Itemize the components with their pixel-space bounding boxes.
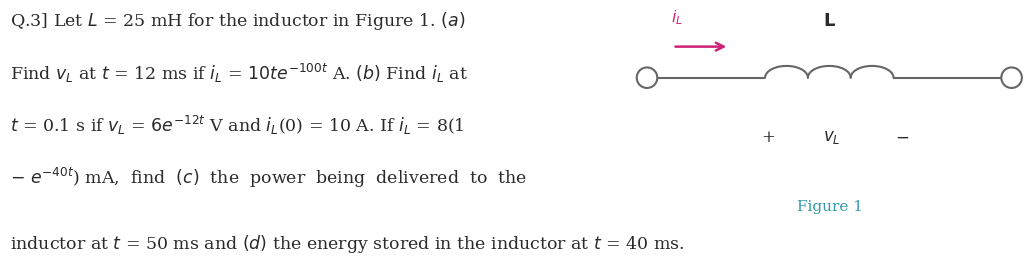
Text: Q.3] Let $L$ = 25 mH for the inductor in Figure 1. $(a)$: Q.3] Let $L$ = 25 mH for the inductor in… (10, 10, 465, 32)
Text: Find $v_L$ at $t$ = 12 ms if $i_L$ = $10te^{-100t}$ A. $(b)$ Find $i_L$ at: Find $v_L$ at $t$ = 12 ms if $i_L$ = $10… (10, 62, 468, 85)
Text: $i_L$: $i_L$ (671, 9, 683, 27)
Text: $\mathbf{L}$: $\mathbf{L}$ (824, 12, 836, 30)
Text: $t$ = 0.1 s if $v_L$ = $6e^{-12t}$ V and $i_L$(0) = 10 A. If $i_L$ = 8(1: $t$ = 0.1 s if $v_L$ = $6e^{-12t}$ V and… (10, 114, 465, 137)
Text: $v_L$: $v_L$ (823, 129, 841, 146)
Text: inductor at $t$ = 50 ms and $(d)$ the energy stored in the inductor at $t$ = 40 : inductor at $t$ = 50 ms and $(d)$ the en… (10, 233, 685, 255)
Text: +: + (761, 129, 775, 146)
Text: Figure 1: Figure 1 (797, 200, 863, 214)
Text: $-$ $e^{-40t}$) mA,  find  $(c)$  the  power  being  delivered  to  the: $-$ $e^{-40t}$) mA, find $(c)$ the power… (10, 166, 528, 190)
Text: $-$: $-$ (895, 129, 909, 146)
